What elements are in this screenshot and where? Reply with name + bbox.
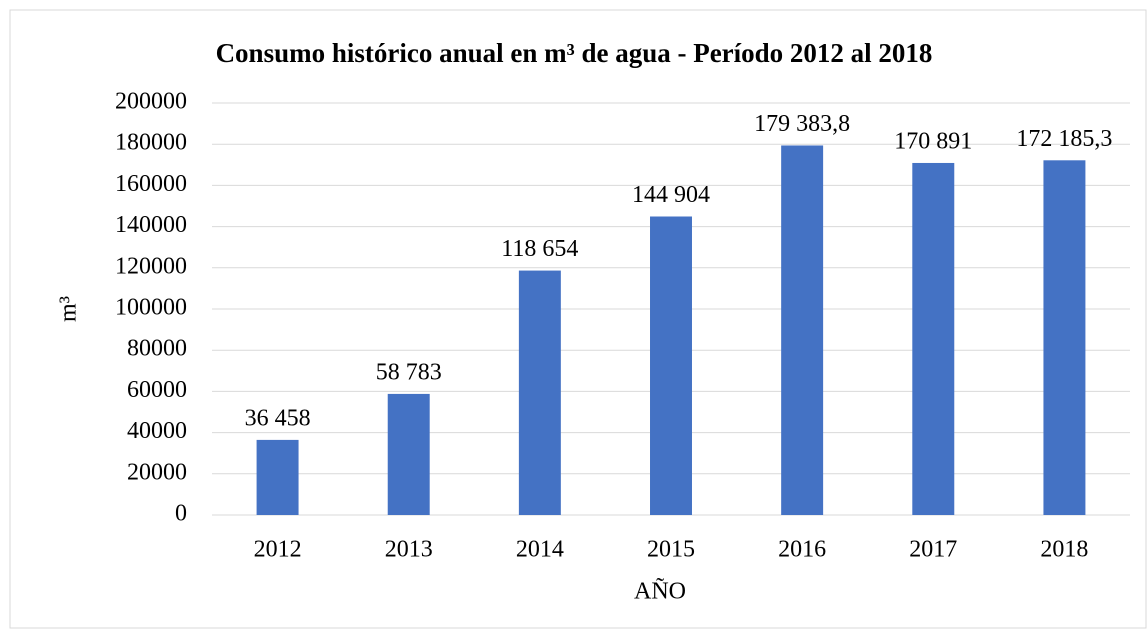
bar <box>518 270 561 515</box>
y-tick-label: 100000 <box>115 295 187 321</box>
x-tick-label: 2014 <box>516 537 564 563</box>
bar <box>650 216 692 516</box>
bar <box>256 439 299 515</box>
data-label: 179 383,8 <box>754 111 850 137</box>
x-tick-label: 2013 <box>385 537 433 563</box>
x-tick-label: 2016 <box>778 537 826 563</box>
bar <box>387 393 430 515</box>
x-tick-label: 2012 <box>254 537 302 563</box>
chart-border <box>9 9 1147 629</box>
x-tick-label: 2017 <box>909 537 957 563</box>
y-tick-label: 160000 <box>115 171 187 197</box>
y-tick-label: 180000 <box>115 130 187 156</box>
data-label: 170 891 <box>894 128 972 154</box>
data-label: 36 458 <box>245 405 311 431</box>
y-tick-label: 140000 <box>115 212 187 238</box>
y-axis-label: m³ <box>56 296 82 322</box>
bar <box>912 162 955 515</box>
y-tick-label: 80000 <box>127 336 187 362</box>
data-label: 144 904 <box>632 182 710 208</box>
data-label: 58 783 <box>376 359 442 385</box>
x-tick-label: 2015 <box>647 537 695 563</box>
data-label: 118 654 <box>501 236 578 262</box>
data-label: 172 185,3 <box>1016 126 1112 152</box>
chart-title: Consumo histórico anual en m³ de agua - … <box>216 38 933 68</box>
bar <box>781 145 824 516</box>
x-axis-label: AÑO <box>634 579 686 605</box>
y-tick-label: 0 <box>175 501 187 527</box>
y-tick-label: 200000 <box>115 89 187 115</box>
y-tick-label: 40000 <box>127 418 187 444</box>
y-tick-label: 120000 <box>115 253 187 279</box>
y-tick-label: 20000 <box>127 459 187 485</box>
x-tick-label: 2018 <box>1040 537 1088 563</box>
y-tick-label: 60000 <box>127 377 187 403</box>
bar <box>1043 160 1086 515</box>
